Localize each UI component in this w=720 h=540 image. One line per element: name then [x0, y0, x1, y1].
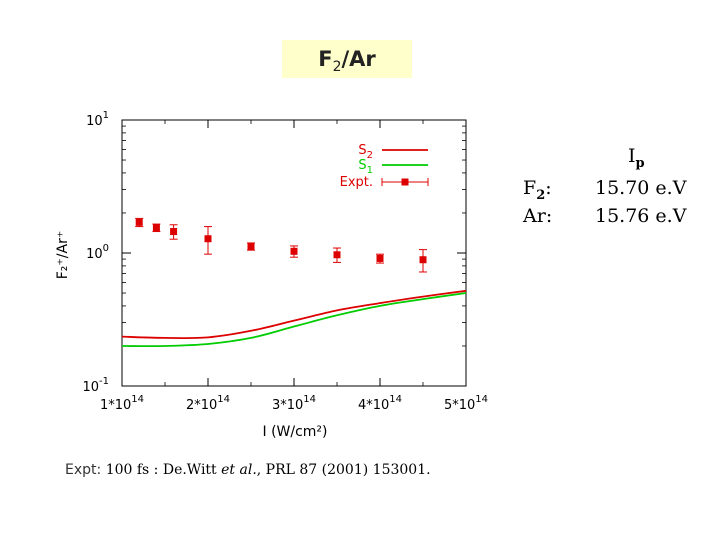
expt-data-point [247, 242, 255, 250]
ip-species-label: Ar [523, 205, 546, 227]
series-line-s1 [121, 292, 467, 348]
expt-data-point [376, 254, 384, 262]
title-rest: /Ar [341, 47, 376, 71]
y-tick-label: 10-1 [82, 376, 109, 395]
expt-data-point [204, 235, 212, 243]
legend-marker [401, 178, 409, 186]
reference-label: Expt: [65, 462, 102, 478]
expt-data-point [333, 251, 341, 259]
ip-species-suffix: : [545, 177, 552, 199]
slide-title: F2/Ar [282, 40, 412, 78]
expt-data-point [419, 256, 427, 264]
y-tick-label: 101 [86, 110, 109, 129]
ip-species-sub: 2 [536, 187, 546, 203]
series-line-s2 [121, 289, 467, 340]
x-tick-label: 3*1014 [272, 394, 316, 413]
reference-text-c: , PRL 87 (2001) 153001. [256, 462, 431, 478]
x-tick-label: 4*1014 [358, 394, 402, 413]
expt-data-point [170, 228, 178, 236]
ip-header-main: I [628, 145, 636, 167]
expt-data-point [152, 224, 160, 232]
expt-data-point [290, 247, 298, 255]
reference-text-b: et al. [221, 462, 257, 478]
reference-text-a: 100 fs : De.Witt [105, 462, 222, 478]
x-tick-label: 2*1014 [186, 394, 230, 413]
ip-row-value-1: 15.76 e.V [595, 205, 687, 227]
legend-label: S2 [358, 143, 373, 161]
legend-label: Expt. [340, 175, 373, 190]
title-sub: 2 [332, 59, 342, 76]
ip-header: Ip [628, 145, 645, 171]
x-tick-label: 1*1014 [100, 394, 144, 413]
reference-citation: Expt: 100 fs : De.Witt et al., PRL 87 (2… [65, 462, 431, 478]
expt-data-point [135, 218, 143, 226]
y-tick-label: 100 [86, 243, 109, 262]
ip-row-species-1: Ar: [523, 205, 552, 231]
title-main: F [318, 47, 333, 71]
x-tick-label: 5*1014 [444, 394, 488, 413]
ip-row-species-0: F2: [523, 177, 552, 203]
y-axis-label: F₂⁺/Ar⁺ [55, 231, 71, 280]
ip-header-sub: p [635, 155, 645, 171]
x-axis-label: I (W/cm²) [262, 424, 327, 440]
legend-label: S1 [358, 158, 373, 176]
ip-row-value-0: 15.70 e.V [595, 177, 687, 199]
ip-species-label: F [523, 177, 537, 199]
ip-species-suffix: : [545, 205, 553, 227]
